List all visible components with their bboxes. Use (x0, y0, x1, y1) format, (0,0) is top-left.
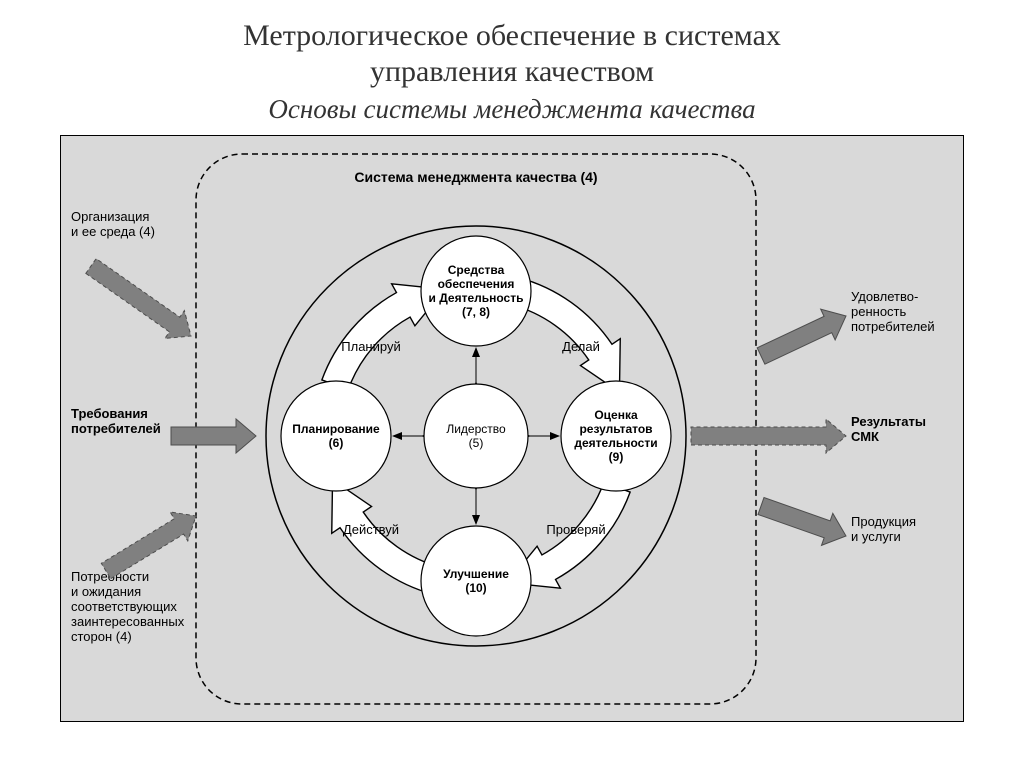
cycle-label-2: Проверяй (546, 522, 605, 537)
ext-arrow-smk-results (691, 419, 846, 453)
cycle-label-1: Делай (562, 339, 600, 354)
cycle-label-3: Действуй (343, 522, 399, 537)
ext-arrow-org-env (86, 259, 191, 339)
system-header: Система менеджмента качества (4) (354, 169, 597, 185)
ext-label-products: Продукцияи услуги (851, 514, 916, 544)
page-title-line2: управления качеством (0, 54, 1024, 90)
diagram-frame: Система менеджмента качества (4)Лидерств… (60, 135, 964, 722)
ext-label-customer-req: Требованияпотребителей (71, 406, 161, 436)
ext-arrow-satisfaction (757, 309, 846, 364)
page-title-line1: Метрологическое обеспечение в системах (0, 18, 1024, 54)
ext-label-org-env: Организацияи ее среда (4) (71, 209, 155, 239)
ext-label-satisfaction: Удовлетво-ренностьпотребителей (851, 289, 935, 334)
ext-label-smk-results: РезультатыСМК (851, 414, 926, 444)
page-subtitle: Основы системы менеджмента качества (0, 94, 1024, 125)
ext-arrow-products (758, 498, 846, 546)
ext-label-stakeholders: Потребностии ожиданиясоответствующихзаин… (71, 569, 185, 644)
cycle-label-0: Планируй (341, 339, 400, 354)
title-block: Метрологическое обеспечение в системах у… (0, 0, 1024, 131)
ext-arrow-customer-req (171, 419, 256, 453)
diagram-svg: Система менеджмента качества (4)Лидерств… (61, 136, 965, 721)
